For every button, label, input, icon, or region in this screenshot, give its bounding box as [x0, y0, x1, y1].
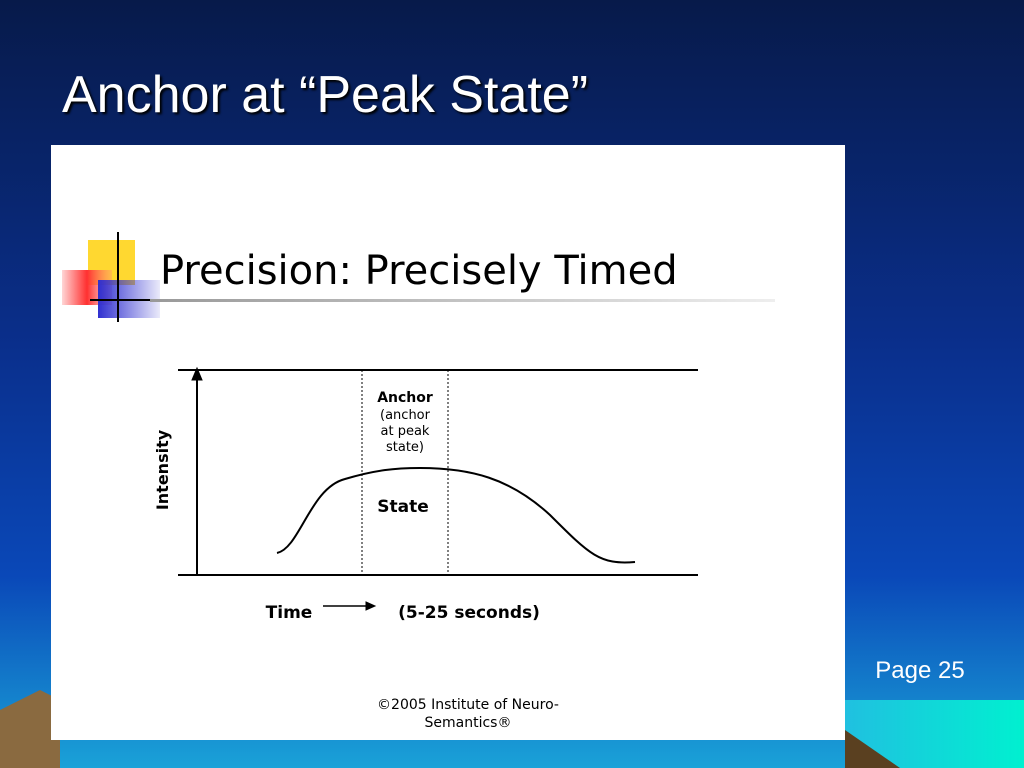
state-curve: [276, 466, 636, 564]
arrow-head: [191, 366, 203, 381]
curve-label: State: [377, 497, 429, 517]
copyright: Semantics®: [425, 715, 512, 731]
x-axis-label: Time: [266, 603, 313, 623]
duration-label: (5-25 seconds): [398, 603, 540, 623]
anchor-note: state): [386, 440, 424, 455]
y-axis-label: Intensity: [153, 429, 172, 510]
hill: [0, 690, 60, 768]
anchor-title: Anchor: [377, 390, 433, 406]
arrow-head: [365, 601, 377, 611]
copyright: ©2005 Institute of Neuro-: [377, 697, 559, 713]
figure-heading: Precision: Precisely Timed: [160, 248, 678, 294]
anchor-note: (anchor: [380, 408, 431, 423]
anchor-note: at peak: [381, 424, 430, 439]
diagram: [178, 366, 698, 611]
slide-title: Anchor at “Peak State”: [62, 66, 588, 124]
heading-rule: [150, 299, 775, 302]
page-number: Page 25: [875, 657, 964, 684]
hill: [845, 730, 900, 768]
